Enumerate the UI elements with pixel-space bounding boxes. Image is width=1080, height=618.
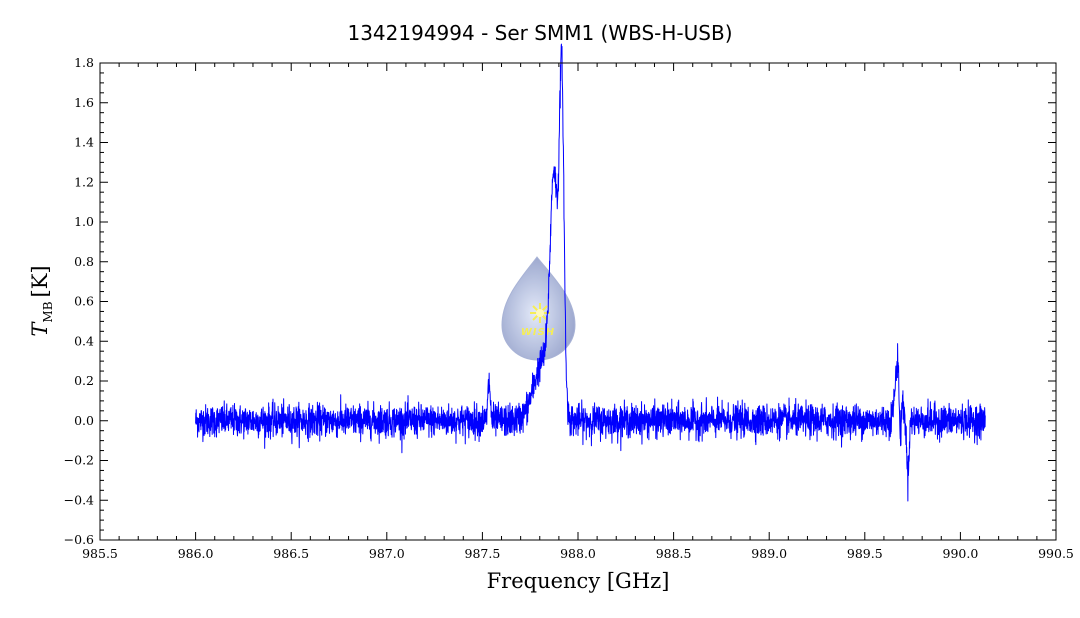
wish-logo-text: WISH [521, 327, 555, 338]
axis-ticks [99, 62, 1057, 541]
y-axis-title-sub: MB [41, 301, 55, 322]
x-tick-label: 988.5 [656, 546, 692, 561]
y-axis-title-main: T [28, 321, 52, 337]
svg-text:TMB[K]: TMB [K] [28, 265, 55, 336]
x-tick-label: 985.5 [82, 546, 118, 561]
y-tick-label: 0.4 [74, 333, 94, 348]
x-tick-label: 989.5 [847, 546, 883, 561]
y-tick-label: 0.6 [74, 294, 94, 309]
y-tick-label: −0.2 [64, 453, 94, 468]
x-tick-labels: 985.5 986.0 986.5 987.0 987.5 988.0 988.5 989.0… [82, 546, 1074, 561]
x-tick-label: 986.5 [273, 546, 309, 561]
chart-title: 1342194994 - Ser SMM1 (WBS-H-USB) [347, 21, 732, 45]
x-tick-label: 986.0 [178, 546, 214, 561]
plot-frame [99, 62, 1057, 541]
y-tick-label: 0.2 [74, 373, 94, 388]
x-tick-label: 987.0 [369, 546, 405, 561]
y-tick-label: −0.6 [64, 532, 94, 547]
x-axis-title: Frequency [GHz] [487, 569, 670, 593]
x-tick-label: 990.5 [1038, 546, 1074, 561]
wish-logo-icon: WISH [501, 256, 576, 361]
y-tick-label: 1.6 [74, 95, 94, 110]
y-tick-label: 0.8 [74, 254, 94, 269]
y-tick-label: 1.2 [74, 174, 94, 189]
y-tick-labels: −0.6 −0.4 −0.2 0.0 0.2 0.4 0.6 0.8 1.0 1.2 1.4 1.6 1… [64, 55, 94, 547]
x-tick-label: 990.0 [943, 546, 979, 561]
y-tick-label: 1.4 [74, 135, 94, 150]
y-tick-label: −0.4 [64, 492, 94, 507]
x-tick-label: 988.0 [560, 546, 596, 561]
x-tick-label: 989.0 [751, 546, 787, 561]
x-tick-label: 987.5 [465, 546, 501, 561]
y-tick-label: 1.0 [74, 214, 94, 229]
spectrum-series [195, 43, 986, 502]
y-axis-title: TMB [K] [28, 265, 55, 336]
y-tick-label: 1.8 [74, 55, 94, 70]
y-axis-title-unit: [K] [28, 265, 52, 297]
y-tick-label: 0.0 [74, 413, 94, 428]
